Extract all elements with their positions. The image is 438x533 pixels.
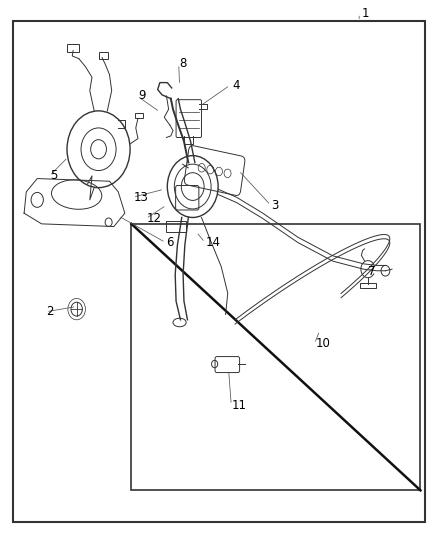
Text: 2: 2 (46, 305, 53, 318)
Text: 10: 10 (315, 337, 330, 350)
Bar (166, 221, 186, 232)
Bar (360, 283, 376, 288)
Text: 13: 13 (134, 191, 148, 204)
Text: 7: 7 (368, 265, 375, 278)
Text: 1: 1 (361, 7, 369, 20)
Text: 5: 5 (50, 169, 58, 182)
Bar (67, 44, 79, 52)
Text: 12: 12 (147, 212, 162, 225)
Text: 3: 3 (272, 199, 279, 212)
Text: 6: 6 (166, 236, 174, 249)
Text: 4: 4 (232, 79, 240, 92)
Bar (135, 113, 143, 118)
Text: 14: 14 (206, 236, 221, 249)
Text: 9: 9 (138, 90, 145, 102)
Text: 11: 11 (232, 399, 247, 411)
Bar (131, 224, 420, 490)
Bar (99, 52, 108, 59)
Text: 8: 8 (180, 58, 187, 70)
